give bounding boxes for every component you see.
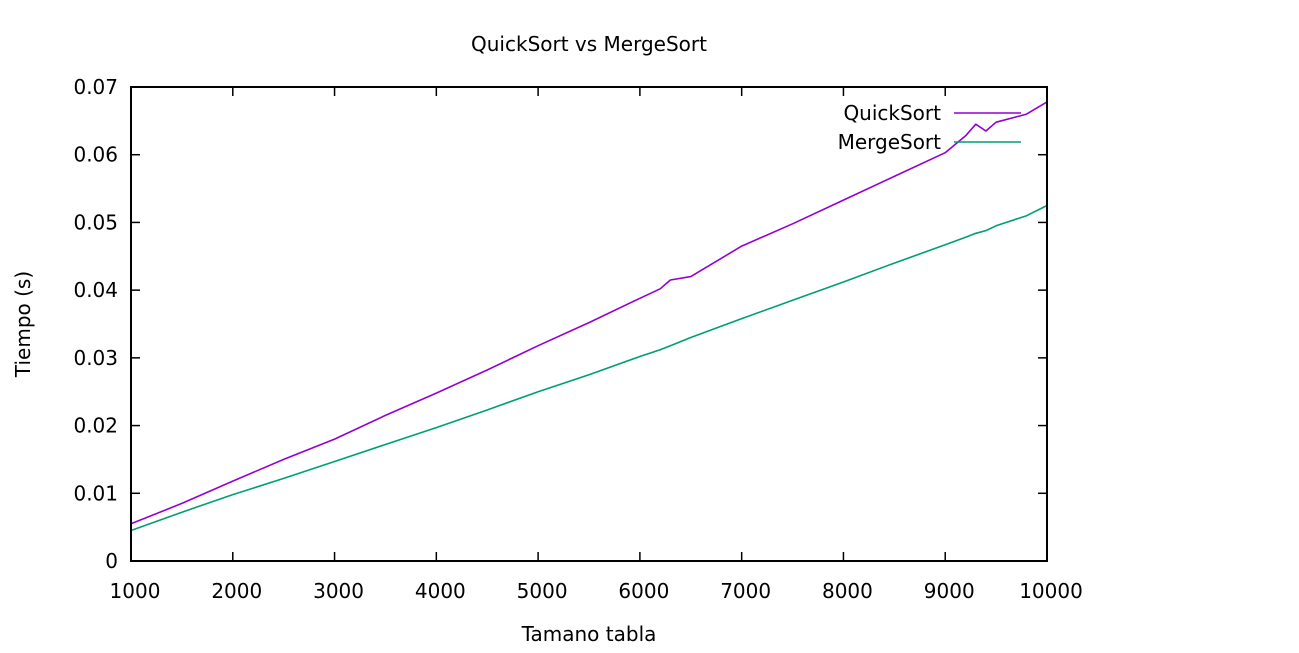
legend-label-mergesort: MergeSort — [838, 130, 942, 154]
y-axis-label: Tiempo (s) — [11, 271, 35, 378]
plot-border — [130, 86, 1048, 562]
y-tick-label: 0.03 — [73, 346, 118, 370]
x-tick-label: 5000 — [517, 579, 568, 603]
legend: QuickSort MergeSort — [838, 101, 1021, 154]
x-tick-label: 7000 — [720, 579, 771, 603]
y-tick-label: 0.07 — [73, 75, 118, 99]
x-tick-label: 8000 — [822, 579, 873, 603]
y-tick-label: 0.04 — [73, 278, 118, 302]
series-line-mergesort — [130, 204, 1048, 532]
x-tick-label: 6000 — [618, 579, 669, 603]
axis-ticks: 1000 2000 3000 4000 5000 6000 7000 8000 9000 1000… — [73, 75, 1082, 603]
x-tick-label: 1000 — [110, 579, 161, 603]
x-tick-label: 9000 — [924, 579, 975, 603]
series-lines — [130, 101, 1048, 532]
y-tick-label: 0.01 — [73, 481, 118, 505]
x-tick-label: 3000 — [313, 579, 364, 603]
y-tick-label: 0 — [105, 549, 118, 573]
x-tick-label: 10000 — [1019, 579, 1083, 603]
x-tick-label: 2000 — [211, 579, 262, 603]
x-tick-label: 4000 — [415, 579, 466, 603]
y-tick-label: 0.02 — [73, 414, 118, 438]
x-axis-label: Tamano tabla — [521, 622, 657, 646]
y-tick-label: 0.05 — [73, 210, 118, 234]
legend-label-quicksort: QuickSort — [843, 101, 941, 125]
chart-title: QuickSort vs MergeSort — [471, 32, 707, 56]
y-tick-label: 0.06 — [73, 143, 118, 167]
series-line-quicksort — [130, 101, 1048, 525]
